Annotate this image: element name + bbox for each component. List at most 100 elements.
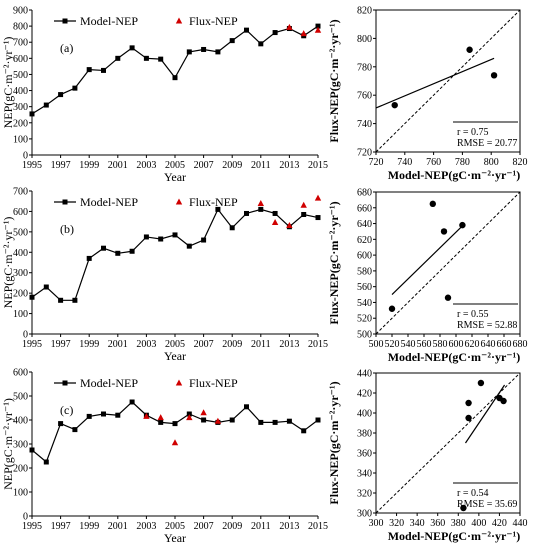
model-nep-point bbox=[29, 111, 35, 117]
model-nep-point bbox=[129, 248, 135, 254]
model-nep-point bbox=[229, 225, 235, 231]
rmse-label: RMSE = 20.77 bbox=[457, 138, 517, 149]
x-tick-label: 520 bbox=[385, 339, 400, 350]
regression-line bbox=[391, 226, 463, 295]
plot-frame bbox=[375, 9, 521, 153]
model-nep-point bbox=[244, 27, 249, 33]
y-tick-label: 400 bbox=[13, 248, 28, 259]
rmse-label: RMSE = 35.69 bbox=[457, 499, 517, 510]
y-tick-label: 560 bbox=[357, 282, 372, 293]
one-to-one-line bbox=[375, 372, 521, 514]
model-nep-point bbox=[272, 419, 278, 425]
model-nep-point bbox=[58, 421, 64, 427]
scatter-point bbox=[490, 72, 498, 79]
x-tick-label: 2011 bbox=[251, 339, 271, 350]
model-nep-point bbox=[272, 210, 278, 216]
x-tick-label: 1999 bbox=[79, 521, 99, 532]
flux-nep-point bbox=[257, 199, 264, 206]
model-nep-point bbox=[215, 206, 221, 212]
x-tick-label: 720 bbox=[369, 157, 384, 168]
timeseries-panel-a: 0 100 200 300 400 500 600 700 800 900 1995 1997 1999… bbox=[1, 6, 328, 185]
y-tick-label: 600 bbox=[13, 207, 28, 218]
model-nep-point bbox=[201, 237, 207, 243]
x-tick-label: 660 bbox=[497, 339, 512, 350]
x-tick-label: 440 bbox=[513, 518, 528, 529]
x-tick-label: 320 bbox=[389, 518, 404, 529]
y-tick-label: 900 bbox=[13, 6, 28, 17]
y-tick-label: 380 bbox=[357, 429, 372, 440]
x-tick-label: 420 bbox=[492, 518, 507, 529]
scatter-point bbox=[477, 379, 485, 387]
x-tick-label: 2005 bbox=[165, 160, 185, 171]
x-axis-label: Year bbox=[164, 349, 186, 363]
x-tick-label: 560 bbox=[417, 339, 432, 350]
y-tick-label: 420 bbox=[357, 389, 372, 400]
plot-frame bbox=[375, 372, 521, 514]
flux-nep-point bbox=[200, 409, 207, 416]
flux-nep-point bbox=[157, 414, 164, 421]
scatter-point bbox=[459, 221, 466, 229]
legend-flux-marker bbox=[175, 379, 183, 386]
x-tick-label: 2001 bbox=[108, 160, 128, 171]
legend-model-label: Model-NEP bbox=[80, 376, 138, 390]
x-tick-label: 2011 bbox=[251, 160, 271, 171]
flux-nep-point bbox=[300, 30, 307, 37]
model-nep-point bbox=[258, 41, 264, 47]
x-tick-label: 360 bbox=[430, 518, 445, 529]
model-nep-point bbox=[301, 428, 307, 434]
model-nep-point bbox=[258, 419, 264, 425]
model-nep-point bbox=[286, 418, 292, 424]
y-tick-label: 300 bbox=[13, 102, 28, 113]
model-nep-point bbox=[172, 421, 178, 427]
x-tick-label: 2013 bbox=[279, 160, 299, 171]
x-tick-label: 2013 bbox=[279, 521, 299, 532]
model-nep-point bbox=[158, 56, 164, 62]
x-tick-label: 300 bbox=[369, 518, 384, 529]
x-tick-label: 2009 bbox=[222, 339, 242, 350]
y-tick-label: 660 bbox=[357, 203, 372, 214]
legend-model-label: Model-NEP bbox=[80, 14, 138, 28]
y-tick-label: 700 bbox=[13, 38, 28, 49]
x-tick-label: 2013 bbox=[279, 339, 299, 350]
panel-label: (a) bbox=[60, 41, 73, 55]
x-tick-label: 2009 bbox=[222, 521, 242, 532]
model-nep-point bbox=[86, 255, 92, 261]
x-tick-label: 780 bbox=[455, 157, 470, 168]
scatter-point bbox=[444, 294, 452, 301]
flux-nep-point bbox=[186, 414, 193, 421]
flux-nep-point bbox=[286, 23, 293, 30]
model-nep-point bbox=[72, 85, 78, 91]
x-tick-label: 2001 bbox=[108, 339, 128, 350]
x-tick-label: 800 bbox=[484, 157, 499, 168]
model-nep-point bbox=[86, 67, 92, 73]
model-nep-point bbox=[115, 250, 121, 256]
legend-model-marker bbox=[62, 199, 68, 205]
y-tick-label: 300 bbox=[357, 509, 372, 520]
y-tick-label: 500 bbox=[13, 70, 28, 81]
model-nep-point bbox=[215, 49, 221, 55]
model-nep-point bbox=[129, 399, 135, 405]
model-nep-point bbox=[244, 404, 249, 410]
y-axis-label: Flux-NEP(gC·m⁻²·yr⁻¹) bbox=[327, 381, 341, 504]
x-axis-label: Model-NEP(gC·m⁻²·yr⁻¹) bbox=[388, 168, 521, 182]
y-tick-label: 300 bbox=[13, 268, 28, 279]
y-tick-label: 700 bbox=[13, 187, 28, 198]
legend-flux-label: Flux-NEP bbox=[189, 376, 238, 390]
regression-line bbox=[375, 57, 495, 109]
x-tick-label: 2011 bbox=[251, 521, 271, 532]
model-nep-point bbox=[58, 92, 64, 98]
y-tick-label: 600 bbox=[357, 251, 372, 262]
legend-model-marker bbox=[62, 18, 68, 24]
y-axis-label: Flux-NEP(gC·m⁻²·yr⁻¹) bbox=[327, 201, 341, 324]
flux-nep-point bbox=[300, 201, 307, 208]
x-tick-label: 1997 bbox=[51, 521, 71, 532]
model-nep-point bbox=[315, 215, 321, 221]
x-axis-label: Year bbox=[164, 531, 186, 545]
y-tick-label: 600 bbox=[13, 54, 28, 65]
x-tick-label: 2015 bbox=[308, 160, 328, 171]
flux-nep-point bbox=[286, 222, 293, 229]
x-tick-label: 400 bbox=[471, 518, 486, 529]
y-tick-label: 0 bbox=[23, 151, 28, 162]
